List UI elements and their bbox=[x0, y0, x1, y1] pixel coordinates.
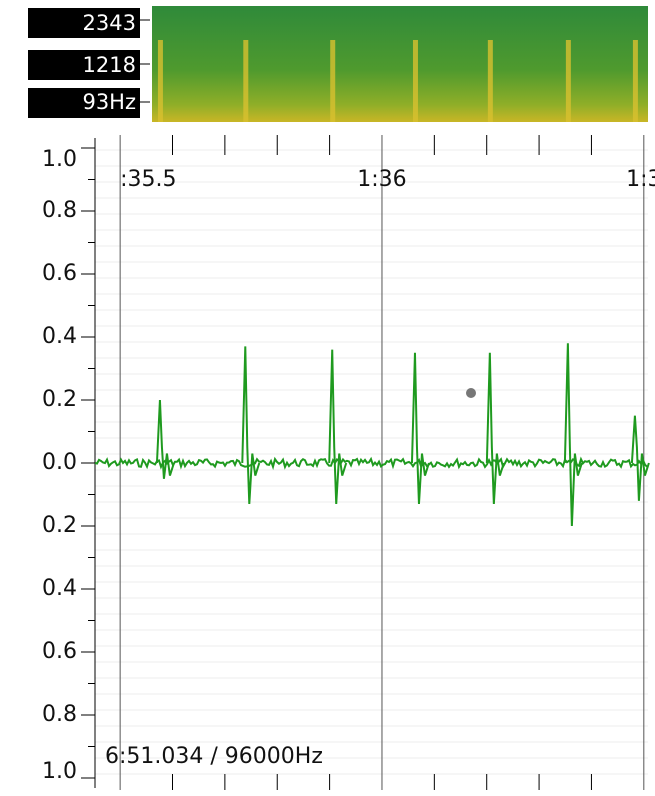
waveform-spike bbox=[563, 343, 583, 527]
freq-label: 1218 bbox=[83, 53, 136, 77]
freq-label: 93Hz bbox=[82, 90, 136, 114]
spectrogram-streak bbox=[487, 40, 493, 122]
spectrogram-streak bbox=[330, 40, 336, 122]
freq-label: 2343 bbox=[83, 11, 136, 35]
y-tick-label: 0.0 bbox=[42, 450, 77, 475]
waveform-panel: 1.0 0.8 0.6 0.4 0.2 0.0 0.2 0.4 0.6 0.8 1.0 :35.5 1:… bbox=[42, 135, 655, 790]
cursor-dot bbox=[466, 388, 476, 398]
y-tick-label: 0.6 bbox=[42, 261, 77, 286]
spectrogram-streak bbox=[157, 40, 163, 122]
waveform-spike bbox=[630, 415, 650, 501]
y-tick-label: 0.8 bbox=[42, 198, 77, 223]
y-tick-label: 0.4 bbox=[42, 576, 77, 601]
y-tick-label: 1.0 bbox=[42, 759, 77, 784]
y-tick-label: 0.2 bbox=[42, 387, 77, 412]
y-tick-label: 0.2 bbox=[42, 513, 77, 538]
freq-label-box bbox=[28, 88, 140, 118]
waveform-spike bbox=[328, 349, 348, 505]
spectrogram-streak bbox=[412, 40, 418, 122]
y-tick-label: 1.0 bbox=[42, 147, 77, 172]
status-text: 6:51.034 / 96000Hz bbox=[105, 744, 323, 769]
time-label: 1:3 bbox=[626, 167, 655, 192]
waveform-spike bbox=[241, 346, 261, 505]
waveform-spike bbox=[410, 352, 430, 505]
waveform-spike bbox=[485, 352, 505, 505]
waveform-spike bbox=[155, 399, 175, 479]
spectrogram bbox=[152, 6, 648, 122]
freq-label-box bbox=[28, 8, 140, 38]
y-tick-label: 0.6 bbox=[42, 639, 77, 664]
freq-label-box bbox=[28, 50, 140, 80]
spectrogram-streak bbox=[632, 40, 638, 122]
time-label: :35.5 bbox=[120, 167, 176, 192]
waveform-baseline bbox=[94, 456, 648, 471]
y-tick-label: 0.8 bbox=[42, 702, 77, 727]
spectrogram-streaks bbox=[157, 40, 638, 122]
spectrogram-streak bbox=[243, 40, 249, 122]
spectrogram-panel: 2343 1218 93Hz bbox=[28, 6, 648, 122]
spectrogram-streak bbox=[565, 40, 571, 122]
y-tick-label: 0.4 bbox=[42, 324, 77, 349]
time-label: 1:36 bbox=[357, 167, 406, 192]
